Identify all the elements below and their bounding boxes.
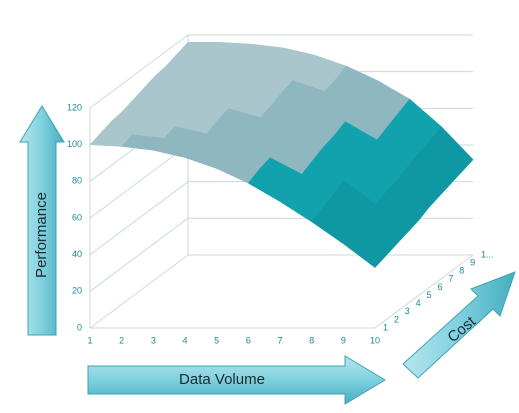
- y-tick-label: 100: [67, 139, 82, 149]
- grid-line: [89, 254, 189, 329]
- grid-line: [89, 34, 189, 109]
- z-tick-label: 8: [459, 266, 464, 276]
- grid-line: [89, 217, 189, 292]
- x-tick-label: 8: [309, 335, 314, 345]
- x-arrow: [87, 355, 386, 405]
- z-tick-label: 1...: [481, 249, 494, 259]
- x-tick-label: 2: [119, 335, 124, 345]
- y-arrow: [19, 105, 65, 336]
- grid-line: [89, 144, 189, 219]
- y-tick-label: 40: [72, 249, 82, 259]
- y-tick-label: 80: [72, 176, 82, 186]
- x-tick-label: 6: [246, 335, 251, 345]
- z-tick-label: 4: [416, 298, 421, 308]
- x-tick-label: 1: [87, 335, 92, 345]
- x-tick-label: 4: [182, 335, 187, 345]
- z-tick-label: 5: [427, 290, 432, 300]
- x-axis-title: Data Volume: [179, 371, 265, 388]
- z-arrow: [402, 271, 516, 379]
- z-tick-label: 7: [448, 274, 453, 284]
- x-tick-label: 9: [341, 335, 346, 345]
- x-tick-label: 5: [214, 335, 219, 345]
- grid-line: [89, 181, 189, 256]
- z-tick-label: 9: [470, 257, 475, 267]
- z-tick-label: 6: [437, 282, 442, 292]
- z-tick-label: 1: [383, 322, 388, 332]
- x-tick-label: 7: [277, 335, 282, 345]
- z-tick-label: 2: [394, 314, 399, 324]
- y-tick-label: 0: [77, 322, 82, 332]
- floor-edge: [374, 254, 474, 329]
- y-axis-title: Performance: [33, 192, 50, 278]
- x-tick-label: 3: [151, 335, 156, 345]
- y-tick-label: 20: [72, 286, 82, 296]
- x-tick-label: 10: [370, 335, 380, 345]
- y-tick-label: 120: [67, 102, 82, 112]
- surface-patch: [342, 229, 387, 268]
- y-tick-label: 60: [72, 212, 82, 222]
- z-tick-label: 3: [405, 306, 410, 316]
